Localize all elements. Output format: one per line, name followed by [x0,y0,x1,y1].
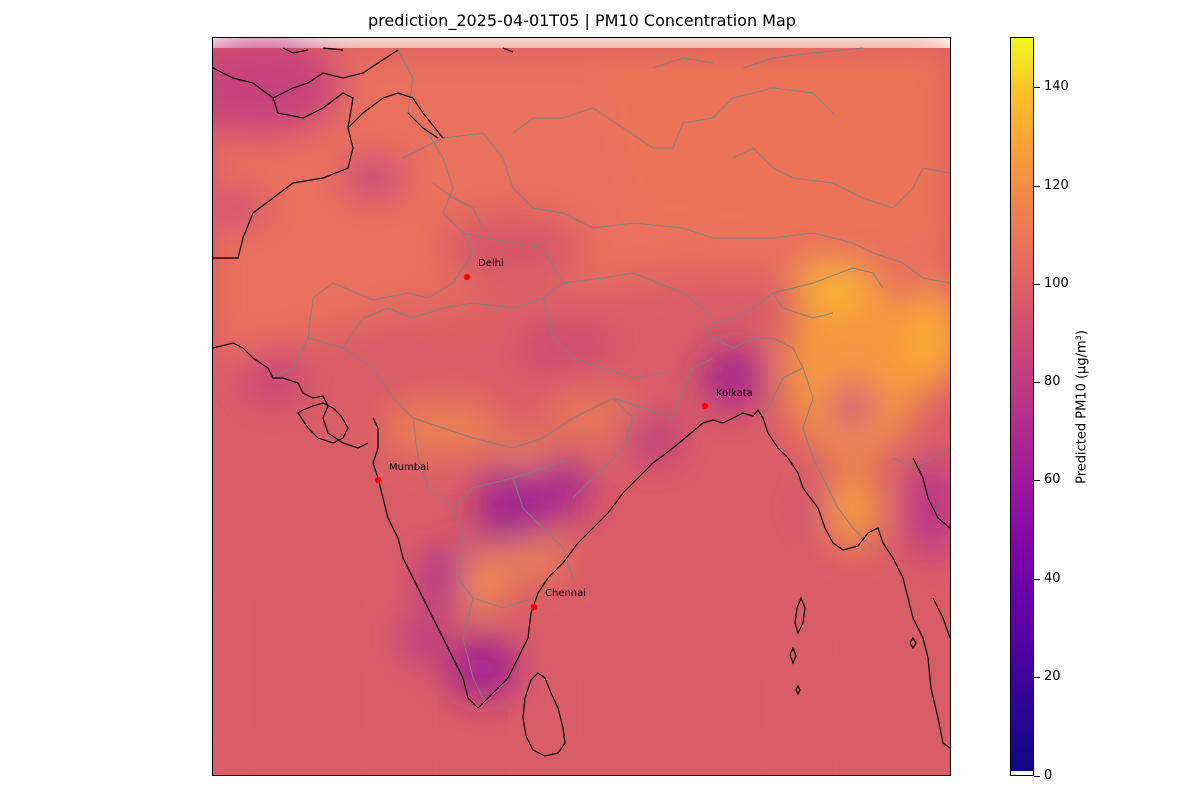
colorbar-tick-label: 80 [1044,374,1061,389]
city-marker [530,603,538,611]
city-markers: Delhi Mumbai Kolkata Chennai [374,258,753,611]
colorbar-tick-label: 140 [1044,79,1069,94]
colorbar-tick [1034,579,1040,580]
city-label-kolkata: Kolkata [716,388,753,399]
city-label-mumbai: Mumbai [389,462,429,473]
city-marker [463,273,471,281]
pm10-map[interactable]: Delhi Mumbai Kolkata Chennai [212,37,951,776]
coastlines [213,47,950,757]
colorbar-tick [1034,776,1040,777]
colorbar-tick-label: 60 [1044,472,1061,487]
colorbar-tick-label: 20 [1044,669,1061,684]
city-mumbai[interactable]: Mumbai [374,462,429,484]
city-chennai[interactable]: Chennai [530,588,586,611]
colorbar-tick-label: 100 [1044,276,1069,291]
colorbar-tick-label: 120 [1044,178,1069,193]
colorbar-tick-label: 40 [1044,571,1061,586]
colorbar-tick [1034,677,1040,678]
map-canvas: Delhi Mumbai Kolkata Chennai [213,38,950,775]
page-title: prediction_2025-04-01T05 | PM10 Concentr… [368,11,796,30]
colorbar-tick [1034,284,1040,285]
city-label-chennai: Chennai [545,588,586,599]
colorbar-tick [1034,87,1040,88]
city-delhi[interactable]: Delhi [463,258,504,281]
colorbar-tick [1034,480,1040,481]
colorbar-tick [1034,382,1040,383]
city-kolkata[interactable]: Kolkata [701,388,753,410]
city-marker [701,402,709,410]
city-marker [374,476,382,484]
colorbar [1010,37,1034,776]
concentration-field [213,38,950,775]
colorbar-tick [1034,186,1040,187]
colorbar-label: Predicted PM10 (μg/m³) [1074,330,1090,484]
country-borders [272,47,950,699]
city-label-delhi: Delhi [478,258,504,269]
colorbar-tick-label: 0 [1044,768,1053,783]
